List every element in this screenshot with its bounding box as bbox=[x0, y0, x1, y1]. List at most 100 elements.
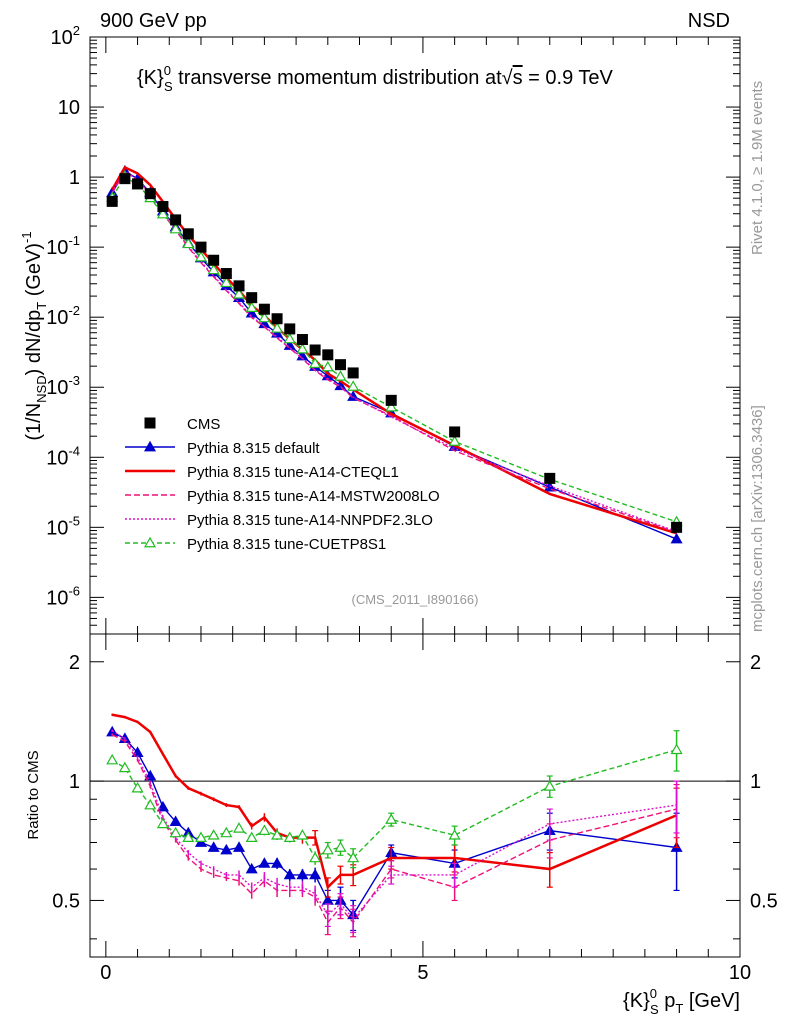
ratio-marker-0 bbox=[156, 800, 169, 812]
y-tick-label-main: 10-2 bbox=[46, 303, 80, 329]
ratio-marker-4 bbox=[232, 822, 246, 833]
data-marker bbox=[195, 241, 207, 253]
legend-label-data: CMS bbox=[187, 416, 220, 433]
series-line-1 bbox=[111, 165, 677, 535]
ratio-marker-4 bbox=[131, 781, 144, 793]
series-marker-4 bbox=[296, 342, 309, 354]
series-marker-4 bbox=[321, 360, 334, 372]
y-tick-label-ratio: 0.5 bbox=[52, 890, 80, 912]
y-tick-label-main: 10-4 bbox=[46, 443, 80, 469]
data-marker bbox=[246, 292, 258, 304]
y-tick-label-main: 1 bbox=[69, 167, 80, 189]
x-tick-label: 10 bbox=[729, 962, 751, 984]
ratio-marker-0 bbox=[207, 841, 220, 852]
y-tick-label-ratio: 1 bbox=[69, 771, 80, 793]
data-marker bbox=[208, 254, 220, 266]
ratio-marker-0 bbox=[271, 857, 284, 868]
data-marker bbox=[671, 521, 683, 533]
series-marker-4 bbox=[156, 207, 169, 219]
ratio-marker-4 bbox=[156, 817, 169, 829]
ratio-marker-4 bbox=[169, 826, 182, 838]
data-marker bbox=[144, 188, 156, 200]
svg-text:(1/NNSD) dN/dpT (GeV)-1: (1/NNSD) dN/dpT (GeV)-1 bbox=[19, 231, 49, 440]
ratio-marker-4 bbox=[194, 831, 208, 843]
data-marker bbox=[449, 426, 461, 438]
ratio-line-3 bbox=[111, 730, 677, 920]
ratio-marker-4 bbox=[296, 829, 309, 840]
ratio-marker-0 bbox=[283, 868, 296, 880]
y-tick-label-main: 102 bbox=[51, 23, 80, 49]
data-marker bbox=[284, 323, 296, 335]
ratio-line-4 bbox=[111, 749, 677, 859]
data-marker bbox=[132, 178, 144, 190]
x-axis-label: {K}0 S pT [GeV] bbox=[623, 986, 740, 1017]
data-marker bbox=[119, 173, 131, 185]
legend-label-4: Pythia 8.315 tune-CUETP8S1 bbox=[187, 536, 386, 553]
x-ticks: 0 5 10 bbox=[100, 37, 751, 984]
legend-label-2: Pythia 8.315 tune-A14-MSTW2008LO bbox=[187, 488, 440, 505]
series-line-0 bbox=[111, 170, 677, 540]
ratio-marker-4 bbox=[283, 831, 296, 843]
y-tick-label-ratio-right: 1 bbox=[750, 771, 761, 793]
data-marker bbox=[258, 303, 270, 315]
y-tick-label-main: 10 bbox=[58, 97, 80, 119]
ratio-marker-4 bbox=[271, 829, 284, 840]
series-marker-4 bbox=[385, 400, 398, 412]
series-marker-4 bbox=[232, 288, 246, 299]
ratio-line-0 bbox=[111, 731, 677, 916]
series-marker-4 bbox=[347, 380, 360, 391]
plot-title: {K}0 S transverse momentum distribution a… bbox=[137, 63, 614, 94]
ratio-marker-4 bbox=[543, 780, 556, 791]
y-tick-label-ratio: 2 bbox=[69, 652, 80, 674]
header-right: NSD bbox=[688, 10, 730, 32]
ratio-marker-4 bbox=[220, 826, 233, 838]
series-marker-4 bbox=[283, 332, 296, 344]
ratio-marker-0 bbox=[309, 868, 322, 880]
main-y-ticks: 10-6 10-5 10-4 10-3 10-2 10-1 1 10 102 bbox=[46, 23, 740, 635]
ratio-line-2 bbox=[111, 733, 677, 924]
data-marker bbox=[182, 228, 194, 240]
legend-label-0: Pythia 8.315 default bbox=[187, 440, 320, 457]
ratio-marker-4 bbox=[385, 813, 398, 824]
series-marker-4 bbox=[194, 250, 208, 262]
series-marker-4 bbox=[169, 222, 182, 234]
ratio-marker-0 bbox=[296, 868, 309, 880]
ratio-marker-4 bbox=[321, 843, 334, 855]
legend-marker-4 bbox=[143, 536, 157, 548]
ratio-marker-0 bbox=[232, 841, 246, 852]
data-marker bbox=[271, 313, 283, 325]
ratio-plot-frame bbox=[89, 633, 741, 958]
x-tick-label: 5 bbox=[417, 962, 428, 984]
ratio-marker-4 bbox=[258, 824, 271, 835]
mcplots-label: mcplots.cern.ch [arXiv:1306.3436] bbox=[749, 405, 766, 632]
y-tick-label-main: 10-5 bbox=[46, 513, 80, 539]
y-tick-label-main: 10-6 bbox=[46, 583, 80, 609]
x-tick-label: 0 bbox=[100, 962, 111, 984]
rivet-version-label: Rivet 4.1.0, ≥ 1.9M events bbox=[749, 81, 766, 255]
series-marker-4 bbox=[334, 370, 347, 381]
y-axis-label-main: (1/NNSD) dN/dpT (GeV)-1 bbox=[19, 231, 49, 440]
ratio-series-group bbox=[106, 713, 683, 938]
y-tick-label-main: 10-1 bbox=[46, 233, 80, 259]
legend: CMS Pythia 8.315 default Pythia 8.315 tune… bbox=[125, 416, 440, 553]
data-marker bbox=[544, 472, 556, 484]
ratio-y-ticks: 0.5 0.5 1 1 2 2 bbox=[52, 652, 778, 940]
ratio-marker-4 bbox=[144, 798, 157, 810]
analysis-tag: (CMS_2011_I890166) bbox=[352, 592, 479, 607]
y-axis-label-ratio: Ratio to CMS bbox=[25, 750, 42, 839]
ratio-marker-4 bbox=[245, 831, 258, 843]
y-tick-label-ratio-right: 2 bbox=[750, 652, 761, 674]
svg-text:{K}0S pT [GeV]: {K}0 S pT [GeV] bbox=[623, 986, 740, 1017]
ratio-marker-4 bbox=[670, 743, 683, 755]
ratio-marker-4 bbox=[118, 761, 131, 773]
ratio-marker-4 bbox=[309, 851, 322, 863]
ratio-marker-0 bbox=[258, 857, 271, 868]
series-marker-4 bbox=[207, 263, 220, 275]
ratio-marker-4 bbox=[448, 829, 461, 840]
data-marker bbox=[170, 214, 182, 226]
ratio-marker-4 bbox=[334, 841, 347, 852]
header-left: 900 GeV pp bbox=[100, 10, 207, 32]
y-tick-label-main: 10-3 bbox=[46, 373, 80, 399]
y-tick-label-ratio-right: 0.5 bbox=[750, 890, 778, 912]
